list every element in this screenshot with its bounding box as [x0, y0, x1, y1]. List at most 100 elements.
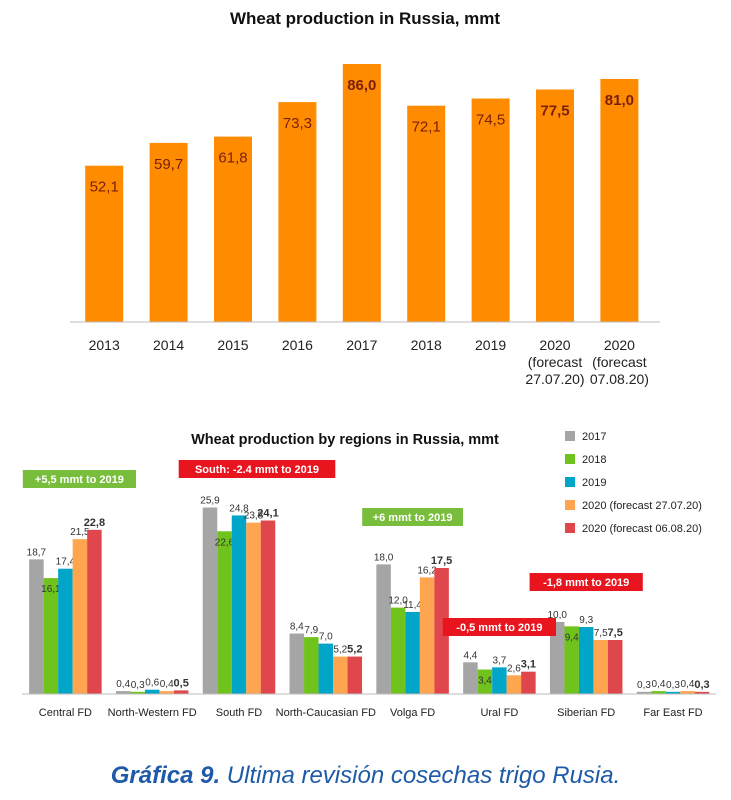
region-bar-7-0: [636, 691, 652, 694]
region-bar-value-label: 17,5: [431, 555, 452, 567]
region-bar-value-label: 5,2: [347, 644, 362, 656]
region-bar-value-label: 7,0: [319, 632, 333, 643]
region-bar-5-2: [492, 667, 507, 694]
region-bar-value-label: 25,9: [200, 496, 220, 507]
region-bar-value-label: 0,3: [131, 680, 145, 691]
top-x-tick-label: 2015: [217, 337, 248, 353]
region-bar-3-0: [289, 633, 305, 694]
legend-label: 2018: [582, 454, 606, 466]
region-bar-4-0: [376, 564, 391, 694]
region-bar-value-label: 2,6: [507, 663, 521, 674]
region-bar-3-3: [333, 656, 348, 694]
region-bar-2-2: [231, 515, 247, 694]
top-bar-value-label: 73,3: [283, 115, 312, 132]
region-x-tick-label: Far East FD: [643, 707, 702, 719]
region-bar-4-1: [390, 607, 406, 694]
region-bar-value-label: 4,4: [463, 650, 477, 661]
top-bar-value-label: 72,1: [412, 119, 441, 136]
top-bar-7: [536, 89, 574, 322]
regional-wheat-production-chart: Wheat production by regions in Russia, m…: [22, 431, 716, 719]
annotation-text: +5,5 mmt to 2019: [35, 474, 124, 486]
region-bar-7-1: [651, 691, 666, 694]
annotation-text: -0,5 mmt to 2019: [456, 622, 542, 634]
region-x-tick-label: North-Caucasian FD: [276, 707, 376, 719]
top-bar-2: [214, 136, 252, 322]
caption-text: Ultima revisión cosechas trigo Rusia.: [220, 762, 621, 789]
region-bar-0-0: [29, 559, 44, 694]
top-bar-value-label: 59,7: [154, 156, 183, 173]
region-x-tick-label: North-Western FD: [108, 707, 197, 719]
top-bar-3: [278, 102, 317, 322]
region-bar-value-label: 22,6: [215, 537, 235, 548]
top-bar-1: [149, 142, 188, 322]
region-bar-value-label: 22,8: [84, 517, 105, 529]
annotation-box: [362, 508, 463, 526]
region-bar-value-label: 16,2: [417, 565, 437, 576]
legend-swatch: [565, 431, 575, 441]
region-bar-5-0: [463, 662, 478, 694]
top-x-tick-label: 27.07.20): [525, 371, 584, 387]
region-bar-1-1: [130, 691, 145, 694]
region-bar-value-label: 0,4: [116, 679, 130, 690]
legend-label: 2019: [582, 477, 606, 489]
top-x-tick-label: 2014: [153, 337, 184, 353]
annotation-box: [442, 618, 556, 636]
region-bar-6-0: [549, 622, 565, 694]
region-bar-3-2: [318, 643, 334, 694]
top-x-tick-label: 2018: [411, 337, 442, 353]
top-bar-value-label: 74,5: [476, 112, 505, 129]
top-bar-6: [471, 98, 510, 322]
region-bar-value-label: 0,3: [666, 680, 680, 691]
legend-swatch: [565, 454, 575, 464]
region-bar-2-1: [217, 531, 232, 694]
region-bar-value-label: 9,3: [579, 615, 593, 626]
national-wheat-production-chart: Wheat production in Russia, mmt 52,1 2013…: [70, 9, 660, 387]
region-bar-value-label: 0,4: [681, 679, 695, 690]
top-bar-value-label: 86,0: [347, 77, 376, 94]
region-bar-5-4: [521, 671, 536, 694]
legend-label: 2020 (forecast 06.08.20): [582, 523, 702, 535]
caption-prefix: Gráfica 9.: [110, 762, 221, 789]
region-bar-value-label: 21,5: [70, 527, 90, 538]
top-x-tick-label: 07.08.20): [590, 371, 649, 387]
legend-label: 2020 (forecast 27.07.20): [582, 500, 702, 512]
annotation-text: -1,8 mmt to 2019: [543, 577, 629, 589]
region-bar-6-1: [564, 626, 579, 694]
region-bar-1-4: [173, 690, 189, 694]
region-bar-2-3: [246, 522, 261, 694]
top-x-tick-label: 2016: [282, 337, 313, 353]
region-bar-value-label: 0,3: [637, 680, 651, 691]
region-bar-0-2: [58, 568, 73, 694]
region-bar-5-1: [477, 669, 493, 694]
region-bar-value-label: 23,8: [244, 511, 264, 522]
region-bar-value-label: 7,5: [594, 628, 608, 639]
top-bar-5: [407, 105, 446, 322]
region-bar-value-label: 3,1: [521, 659, 536, 671]
top-bar-value-label: 61,8: [218, 150, 247, 167]
region-bar-2-0: [202, 507, 218, 694]
region-bar-1-2: [144, 689, 160, 694]
region-bar-value-label: 10,0: [547, 610, 567, 621]
annotation-box: [178, 460, 336, 478]
region-bar-value-label: 7,9: [304, 625, 318, 636]
legend-label: 2017: [582, 431, 606, 443]
region-x-tick-label: South FD: [216, 707, 263, 719]
region-bar-7-2: [665, 691, 681, 694]
region-bar-1-3: [159, 691, 174, 694]
annotation-text: +6 mmt to 2019: [373, 512, 453, 524]
region-bar-value-label: 24,8: [229, 503, 249, 514]
annotation-text: South: -2.4 mmt to 2019: [195, 464, 319, 476]
bottom-chart-title: Wheat production by regions in Russia, m…: [191, 432, 499, 448]
region-bar-value-label: 17,4: [56, 557, 76, 568]
legend-swatch: [565, 523, 575, 533]
region-bar-value-label: 3,7: [492, 655, 506, 666]
region-bar-value-label: 24,1: [257, 507, 278, 519]
top-bar-value-label: 77,5: [540, 103, 569, 120]
region-bar-4-3: [419, 577, 435, 694]
region-bar-4-4: [434, 568, 449, 694]
top-bar-4: [342, 64, 381, 322]
region-bar-5-3: [506, 675, 522, 694]
region-bar-value-label: 0,6: [145, 678, 159, 689]
region-bar-value-label: 16,1: [41, 584, 61, 595]
top-x-tick-label: (forecast: [528, 354, 583, 370]
